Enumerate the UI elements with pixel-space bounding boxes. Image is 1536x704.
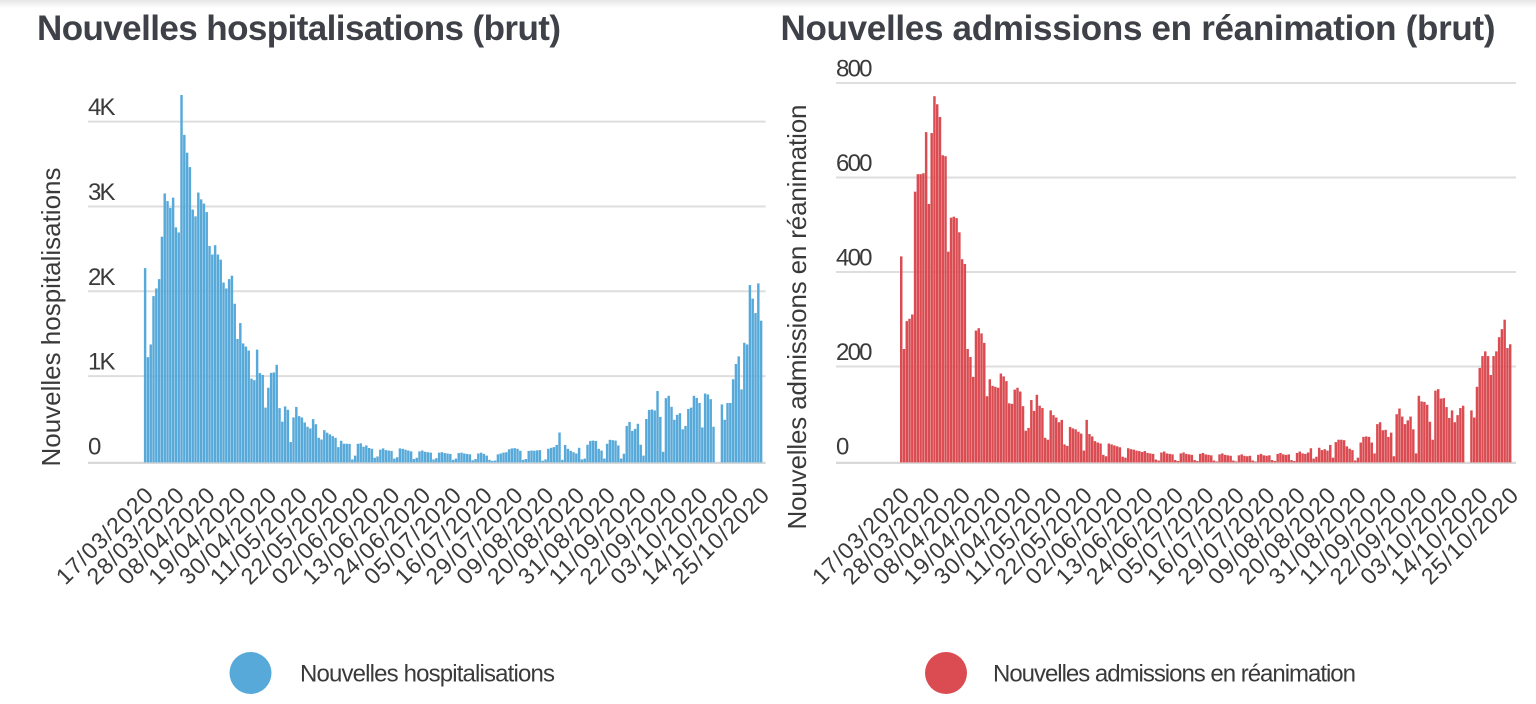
svg-text:3K: 3K bbox=[88, 179, 116, 206]
svg-text:Nouvelles admissions en réanim: Nouvelles admissions en réanimation bbox=[993, 661, 1356, 688]
svg-text:400: 400 bbox=[836, 245, 873, 272]
svg-text:4K: 4K bbox=[88, 94, 116, 121]
svg-text:Nouvelles admissions en réanim: Nouvelles admissions en réanimation (bru… bbox=[781, 9, 1496, 48]
svg-text:0: 0 bbox=[836, 434, 849, 461]
svg-text:Nouvelles hospitalisations (br: Nouvelles hospitalisations (brut) bbox=[37, 9, 561, 48]
svg-text:800: 800 bbox=[836, 56, 873, 83]
svg-text:600: 600 bbox=[836, 150, 873, 177]
svg-text:Nouvelles admissions en réanim: Nouvelles admissions en réanimation bbox=[782, 105, 812, 530]
svg-text:Nouvelles hospitalisations: Nouvelles hospitalisations bbox=[300, 661, 555, 688]
svg-text:1K: 1K bbox=[88, 349, 116, 376]
svg-text:2K: 2K bbox=[88, 264, 116, 291]
svg-text:200: 200 bbox=[836, 339, 873, 366]
svg-text:Nouvelles hospitalisations: Nouvelles hospitalisations bbox=[36, 168, 66, 467]
svg-text:0: 0 bbox=[88, 434, 101, 461]
